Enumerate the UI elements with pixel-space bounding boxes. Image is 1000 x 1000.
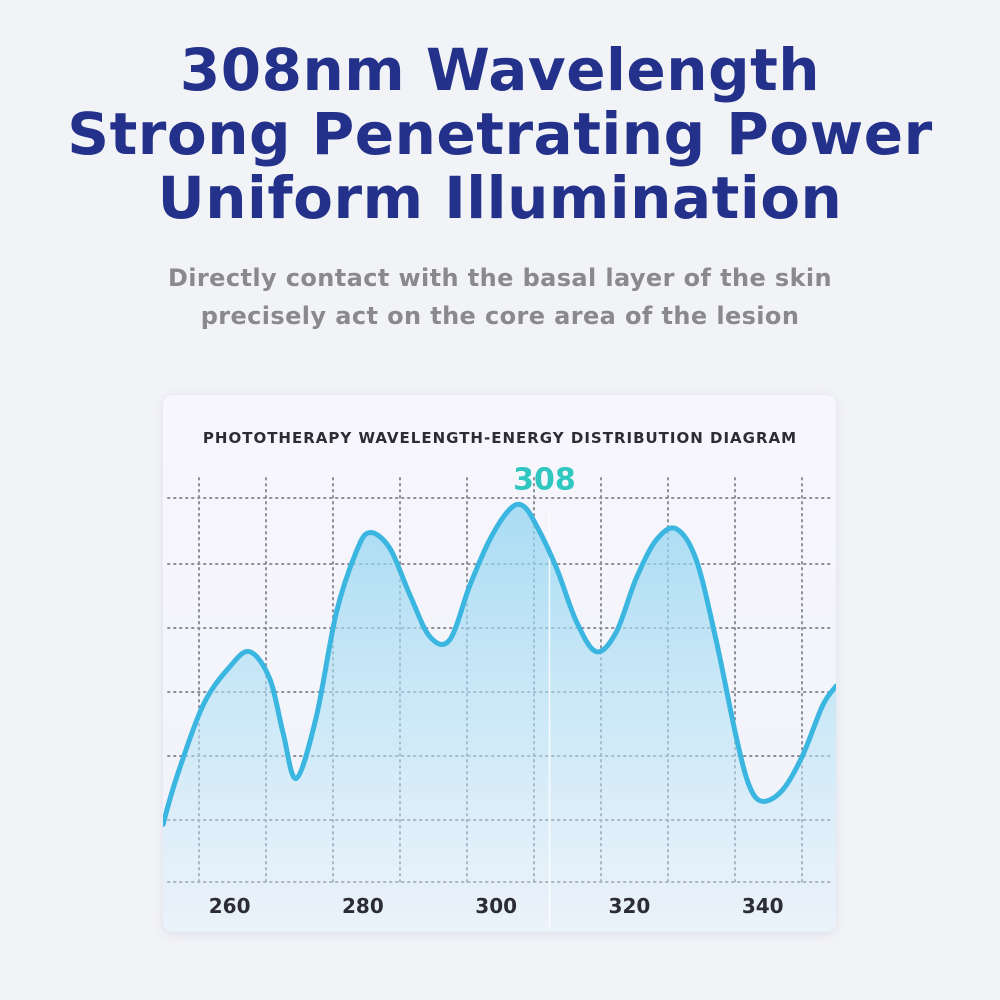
x-tick-label: 260 — [209, 894, 251, 918]
subtext-line-1: Directly contact with the basal layer of… — [167, 264, 833, 292]
x-tick-label: 280 — [342, 894, 384, 918]
headline-line-3: Uniform Illumination — [157, 164, 843, 232]
headline-line-1: 308nm Wavelength — [179, 36, 821, 104]
subtext-line-2: precisely act on the core area of the le… — [200, 302, 800, 330]
x-tick-label: 320 — [609, 894, 651, 918]
x-tick-label: 340 — [742, 894, 784, 918]
energy-curve — [163, 501, 836, 827]
chart-title: PHOTOTHERAPY WAVELENGTH-ENERGY DISTRIBUT… — [202, 429, 798, 447]
subtext: Directly contact with the basal layer of… — [0, 259, 1000, 335]
peak-label: 308 — [513, 463, 576, 498]
energy-area — [163, 504, 836, 932]
headline-line-2: Strong Penetrating Power — [67, 100, 933, 168]
headline: 308nm Wavelength Strong Penetrating Powe… — [0, 38, 1000, 230]
x-tick-label: 300 — [475, 894, 517, 918]
x-axis-ticks: 260 280 300 320 340 — [209, 894, 784, 918]
